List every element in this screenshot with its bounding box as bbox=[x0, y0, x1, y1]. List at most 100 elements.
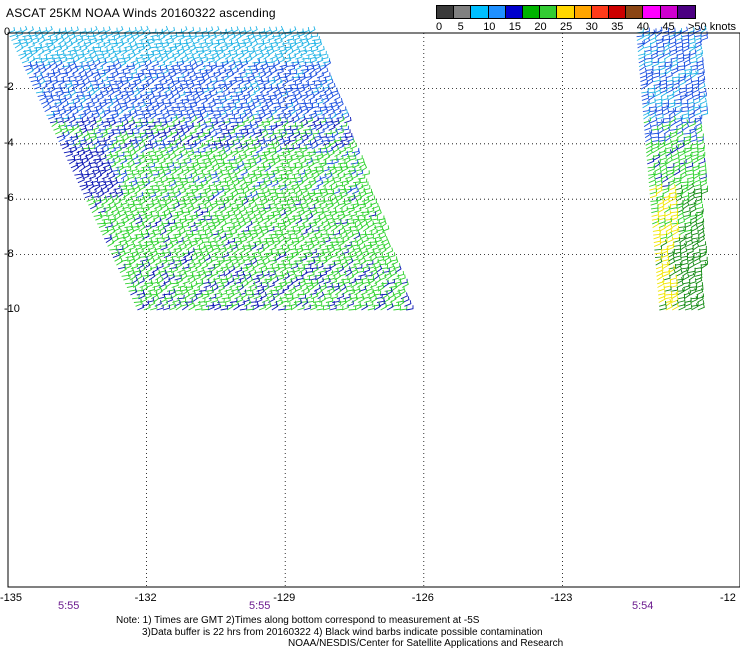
wind-barb bbox=[670, 131, 678, 139]
wind-barb bbox=[322, 96, 330, 105]
wind-barb bbox=[660, 89, 668, 97]
wind-barb bbox=[173, 286, 181, 292]
wind-barb bbox=[264, 125, 272, 131]
wind-barb bbox=[287, 174, 296, 180]
wind-barb bbox=[226, 262, 234, 270]
wind-barb bbox=[391, 258, 399, 266]
wind-barb bbox=[136, 123, 144, 131]
wind-barb bbox=[117, 221, 126, 229]
wind-barb bbox=[680, 181, 689, 187]
wind-barb bbox=[652, 151, 661, 157]
wind-barb bbox=[236, 189, 245, 195]
wind-barb bbox=[97, 149, 105, 157]
wind-barb bbox=[141, 300, 150, 307]
wind-barb bbox=[651, 207, 659, 214]
wind-barb bbox=[60, 140, 68, 146]
wind-barb bbox=[173, 244, 181, 251]
wind-barb bbox=[96, 37, 104, 45]
wind-barb bbox=[300, 228, 308, 236]
wind-barb bbox=[636, 28, 644, 34]
wind-barb bbox=[662, 38, 671, 45]
wind-barb bbox=[364, 256, 372, 262]
wind-barb bbox=[224, 243, 232, 251]
wind-barb bbox=[286, 102, 294, 109]
wind-barb bbox=[352, 244, 360, 251]
wind-barb bbox=[236, 296, 244, 303]
wind-barb bbox=[214, 155, 223, 161]
wind-barb bbox=[307, 39, 316, 45]
wind-barb bbox=[135, 191, 144, 199]
wind-barb bbox=[693, 176, 701, 184]
wind-barb bbox=[265, 276, 273, 285]
wind-barb bbox=[663, 282, 672, 288]
wind-barb bbox=[646, 155, 655, 161]
wind-barb bbox=[328, 164, 336, 172]
wind-barb bbox=[172, 174, 180, 180]
wind-barb bbox=[99, 167, 107, 176]
wind-barb bbox=[194, 57, 202, 64]
wind-barb bbox=[668, 112, 676, 120]
wind-barb bbox=[169, 98, 177, 105]
wind-barb bbox=[664, 293, 673, 300]
wind-barb bbox=[671, 226, 680, 232]
wind-barb bbox=[112, 129, 121, 135]
wind-barb bbox=[216, 200, 224, 206]
wind-barb bbox=[320, 120, 328, 128]
wind-barb bbox=[62, 116, 70, 124]
wind-barb bbox=[109, 161, 117, 169]
wind-barb bbox=[697, 220, 704, 228]
wind-barb bbox=[245, 82, 253, 90]
wind-barb bbox=[284, 138, 291, 146]
wind-barb bbox=[281, 119, 289, 127]
wind-barb bbox=[669, 115, 677, 124]
wind-barb bbox=[52, 109, 60, 116]
wind-barb bbox=[332, 145, 340, 154]
wind-barb bbox=[86, 46, 95, 53]
wind-barb bbox=[244, 93, 251, 101]
wind-barb bbox=[77, 176, 85, 184]
wind-barb bbox=[697, 303, 705, 311]
wind-barb bbox=[130, 206, 138, 214]
wind-barb bbox=[114, 212, 121, 221]
wind-barb bbox=[198, 120, 206, 128]
wind-barb bbox=[237, 217, 245, 225]
wind-barb bbox=[260, 183, 268, 191]
wind-barb bbox=[150, 111, 157, 120]
colorbar-label: 5 bbox=[457, 21, 464, 33]
wind-barb bbox=[111, 97, 119, 105]
wind-barb bbox=[93, 211, 101, 217]
wind-barb bbox=[170, 211, 178, 217]
wind-barb bbox=[359, 216, 367, 225]
wind-barb bbox=[699, 173, 707, 180]
wind-barb bbox=[640, 80, 648, 86]
wind-barb bbox=[282, 284, 290, 292]
wind-barb bbox=[44, 104, 52, 112]
wind-barb bbox=[693, 254, 701, 262]
wind-barb bbox=[215, 266, 224, 274]
wind-barb bbox=[175, 112, 183, 120]
wind-barb bbox=[646, 78, 654, 86]
wind-barb bbox=[189, 128, 197, 135]
wind-barb bbox=[286, 227, 294, 232]
wind-barb bbox=[41, 72, 49, 79]
wind-barb bbox=[234, 167, 241, 176]
wind-barb bbox=[293, 48, 301, 56]
wind-barb bbox=[218, 301, 227, 307]
wind-barb bbox=[183, 291, 190, 300]
wind-barb bbox=[676, 281, 684, 288]
wind-barb bbox=[343, 253, 351, 259]
wind-barb bbox=[670, 211, 679, 217]
wind-barb bbox=[94, 157, 102, 165]
wind-barb bbox=[48, 113, 56, 120]
wind-barb bbox=[133, 241, 141, 247]
wind-barb bbox=[647, 157, 655, 165]
wind-barb bbox=[325, 172, 333, 180]
wind-barb bbox=[643, 33, 651, 41]
wind-barb bbox=[158, 267, 166, 274]
wind-barb bbox=[258, 97, 266, 105]
wind-barb bbox=[163, 112, 170, 120]
wind-barb bbox=[257, 301, 265, 307]
wind-barb bbox=[145, 265, 153, 273]
wind-barb bbox=[264, 164, 272, 172]
wind-barb bbox=[213, 83, 221, 90]
